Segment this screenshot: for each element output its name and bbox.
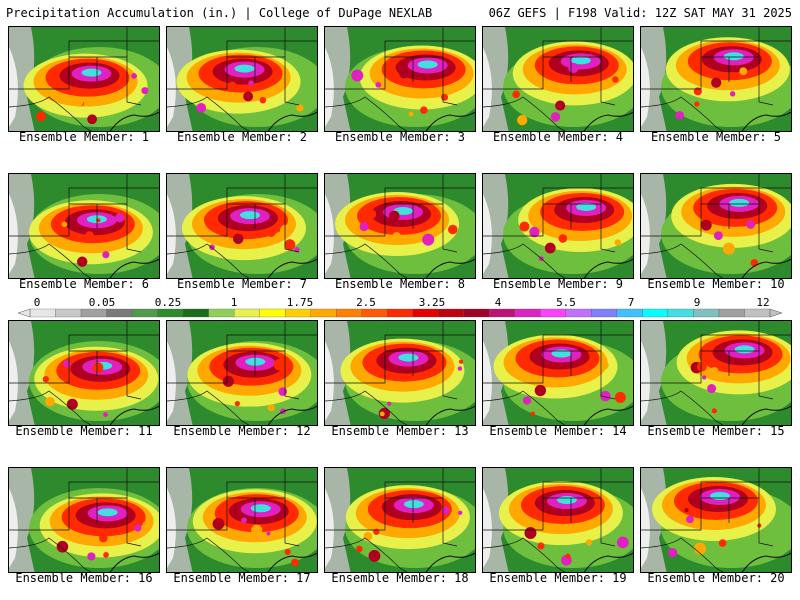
colorbar-tick-label: 0 [33,296,41,309]
ensemble-member-label: Ensemble Member: 16 [15,571,153,585]
map-title: Precipitation Accumulation (in.) | Colle… [6,6,433,20]
ensemble-panel-11 [8,320,160,426]
colorbar-segment [336,308,362,318]
ensemble-member-label: Ensemble Member: 20 [647,571,785,585]
ensemble-panel-16 [8,467,160,573]
ensemble-member-label: Ensemble Member: 19 [489,571,627,585]
colorbar-segment [591,308,618,318]
ensemble-member-label: Ensemble Member: 4 [492,130,624,144]
colorbar-max-arrow [769,308,782,318]
colorbar-segment [182,308,209,318]
colorbar-tick-label: 1 [230,296,238,309]
colorbar-tick-label: 0.25 [154,296,182,309]
ensemble-panel-4 [482,26,634,132]
colorbar-segment [693,308,720,318]
ensemble-panel-1 [8,26,160,132]
colorbar-segment [387,308,413,318]
ensemble-panel-17 [166,467,318,573]
colorbar-segment [718,308,745,318]
colorbar-segment [642,308,669,318]
ensemble-member-label: Ensemble Member: 10 [647,277,785,291]
ensemble-member-label: Ensemble Member: 9 [492,277,624,291]
ensemble-panel-2 [166,26,318,132]
ensemble-member-label: Ensemble Member: 5 [650,130,782,144]
ensemble-panel-13 [324,320,476,426]
colorbar-segment [80,308,107,318]
ensemble-panel-14 [482,320,634,426]
colorbar-tick-label: 9 [693,296,701,309]
ensemble-member-label: Ensemble Member: 17 [173,571,311,585]
ensemble-panel-12 [166,320,318,426]
ensemble-member-label: Ensemble Member: 1 [18,130,150,144]
colorbar-segment [233,308,260,318]
colorbar-segment [616,308,643,318]
ensemble-panel-5 [640,26,792,132]
ensemble-panel-15 [640,320,792,426]
colorbar-segment [438,308,464,318]
ensemble-member-label: Ensemble Member: 18 [331,571,469,585]
colorbar-segment [667,308,694,318]
colorbar-segment [412,308,439,318]
colorbar-segment [310,308,337,318]
run-info: 06Z GEFS | F198 Valid: 12Z SAT MAY 31 20… [488,6,792,20]
colorbar-segment [131,308,158,318]
colorbar-tick-label: 2.5 [356,296,376,309]
ensemble-member-label: Ensemble Member: 15 [647,424,785,438]
ensemble-panel-7 [166,173,318,279]
colorbar-segment [106,308,133,318]
colorbar-min-arrow [18,308,31,318]
colorbar-tick-label: 7 [627,296,635,309]
ensemble-member-label: Ensemble Member: 2 [176,130,308,144]
colorbar-segment [259,308,286,318]
ensemble-member-label: Ensemble Member: 12 [173,424,311,438]
ensemble-panel-18 [324,467,476,573]
colorbar-tick-label: 5.5 [556,296,576,309]
colorbar-segment [208,308,235,318]
ensemble-member-label: Ensemble Member: 13 [331,424,469,438]
ensemble-panel-9 [482,173,634,279]
colorbar-segment [744,308,771,318]
colorbar-segment [489,308,515,318]
colorbar-tick-label: 12 [756,296,770,309]
colorbar-segment [361,308,388,318]
colorbar-segment [565,308,592,318]
colorbar-segment [285,308,311,318]
colorbar-segment [463,308,490,318]
ensemble-member-label: Ensemble Member: 3 [334,130,466,144]
colorbar-segment [540,308,567,318]
colorbar-tick-label: 4 [494,296,502,309]
colorbar [18,308,782,318]
colorbar-tick-label: 3.25 [418,296,446,309]
ensemble-panel-6 [8,173,160,279]
colorbar-segment [157,308,184,318]
ensemble-member-label: Ensemble Member: 6 [18,277,150,291]
ensemble-member-label: Ensemble Member: 7 [176,277,308,291]
ensemble-member-label: Ensemble Member: 8 [334,277,466,291]
colorbar-tick-label: 1.75 [286,296,314,309]
ensemble-panel-20 [640,467,792,573]
ensemble-member-label: Ensemble Member: 14 [489,424,627,438]
ensemble-panel-8 [324,173,476,279]
colorbar-segment [514,308,541,318]
colorbar-segment [55,308,82,318]
ensemble-panel-3 [324,26,476,132]
colorbar-tick-label: 0.05 [88,296,116,309]
colorbar-segment [29,308,56,318]
ensemble-panel-10 [640,173,792,279]
ensemble-panel-19 [482,467,634,573]
ensemble-member-label: Ensemble Member: 11 [15,424,153,438]
